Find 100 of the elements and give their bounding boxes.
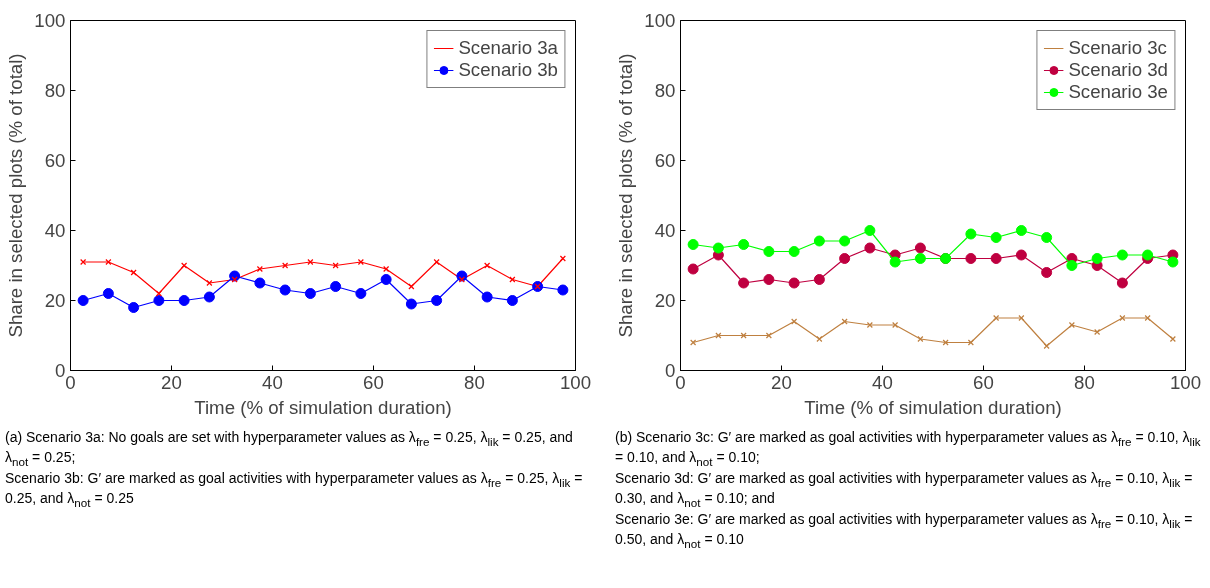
- legend-label: Scenario 3a: [458, 37, 558, 59]
- point: [715, 332, 722, 339]
- x-tick-label: 60: [973, 371, 994, 393]
- point: [1068, 321, 1075, 329]
- text: (b) Scenario 3c: G′ are marked as goal activities with hyperparameter values as λ$_{fre}$ = 0.10, λ$_{lik}$ = 0.10, and λ$_{not}$ = 0.10;: [615, 429, 1201, 469]
- y-tick-label: 80: [654, 80, 676, 101]
- y-tick-label: 20: [44, 290, 66, 311]
- point: [181, 262, 188, 269]
- point: [332, 262, 339, 269]
- point: [355, 288, 367, 299]
- point: [813, 274, 825, 285]
- point: [1091, 253, 1103, 264]
- x-tick-label: 20: [771, 371, 792, 393]
- point: [990, 232, 1002, 243]
- point: [484, 262, 491, 269]
- point: [1015, 225, 1027, 236]
- point: [405, 298, 417, 310]
- y-tick-label: 40: [654, 220, 676, 241]
- x-tick-label: 20: [161, 371, 182, 393]
- point: [864, 225, 876, 236]
- x-tick-label: 40: [262, 371, 283, 393]
- text: Scenario 3d: G′ are marked as goal activities with hyperparameter values as λ$_{fre}$ = 0.10, λ$_{lik}$ = 0.30, and λ$_{not}$ = 0.10; and: [615, 469, 1193, 509]
- y-axis-title: Share in selected plots (% of total): [615, 53, 637, 338]
- x-tick-label: 80: [1074, 371, 1095, 393]
- y-tick-label: 40: [44, 220, 66, 241]
- point: [889, 256, 901, 268]
- point: [841, 318, 848, 325]
- point: [914, 242, 926, 254]
- x-tick-label: 60: [363, 371, 384, 393]
- point: [813, 235, 825, 247]
- point: [254, 277, 266, 289]
- y-axis-title: Share in selected plots (% of total): [5, 53, 27, 338]
- point: [687, 239, 699, 250]
- point: [128, 302, 140, 313]
- legend-label: Scenario 3b: [458, 59, 558, 81]
- point: [380, 274, 392, 285]
- point: [1167, 256, 1179, 268]
- point: [506, 295, 518, 306]
- point: [788, 277, 800, 289]
- point: [839, 235, 851, 247]
- x-tick-label: 80: [464, 371, 485, 393]
- point: [763, 246, 775, 257]
- point: [738, 277, 750, 289]
- x-tick-label: 40: [872, 371, 893, 393]
- point: [178, 295, 190, 306]
- point: [740, 332, 747, 339]
- legend-label: Scenario 3d: [1068, 59, 1168, 81]
- legend-label: Scenario 3c: [1068, 37, 1167, 59]
- legend-label: Scenario 3e: [1068, 81, 1168, 103]
- point: [687, 263, 699, 275]
- point: [105, 258, 112, 266]
- y-tick-label: 80: [44, 80, 66, 101]
- point: [279, 284, 291, 296]
- point: [433, 258, 440, 266]
- point: [763, 274, 775, 285]
- point: [256, 265, 263, 273]
- point: [839, 253, 851, 264]
- point: [917, 335, 924, 343]
- point: [206, 279, 213, 287]
- point: [738, 239, 750, 250]
- point: [765, 332, 772, 339]
- point: [1066, 260, 1078, 271]
- point: [282, 262, 289, 269]
- point: [559, 255, 566, 262]
- text: Scenario 3e: G′ are marked as goal activities with hyperparameter values as λ$_{fre}$ = 0.10, λ$_{lik}$ = 0.50, and λ$_{not}$ = 0.10: [615, 510, 1193, 550]
- text: (a) Scenario 3a: No goals are set with hyperparameter values as λ$_{fre}$ = 0.25, λ$_{lik}$ = 0.25, and λ$_{not}$ = 0.25;: [5, 429, 573, 469]
- point: [990, 253, 1002, 264]
- point: [80, 258, 87, 266]
- point: [1144, 314, 1151, 322]
- point: [1094, 328, 1101, 336]
- point: [153, 295, 165, 306]
- y-tick-label: 60: [654, 150, 676, 171]
- point: [1142, 249, 1154, 261]
- point: [1015, 249, 1027, 261]
- point: [1041, 267, 1053, 278]
- x-tick-label: 100: [559, 371, 592, 393]
- point: [1116, 277, 1128, 289]
- x-axis-title: Time (% of simulation duration): [194, 396, 452, 418]
- point: [431, 295, 443, 306]
- point: [993, 314, 1000, 322]
- point: [690, 339, 697, 346]
- point: [965, 228, 977, 240]
- x-axis-title: Time (% of simulation duration): [804, 396, 1062, 418]
- x-tick-label: 100: [1169, 371, 1202, 393]
- point: [942, 339, 949, 346]
- point: [712, 242, 724, 254]
- point: [330, 281, 342, 292]
- point: [77, 295, 89, 306]
- point: [557, 284, 569, 296]
- point: [102, 288, 114, 299]
- y-tick-label: 60: [44, 150, 66, 171]
- point: [357, 258, 364, 266]
- point: [383, 265, 390, 273]
- point: [155, 290, 162, 297]
- point: [866, 321, 873, 329]
- point: [307, 258, 314, 266]
- point: [481, 291, 493, 303]
- point: [967, 339, 974, 346]
- point: [509, 276, 516, 283]
- point: [304, 288, 316, 299]
